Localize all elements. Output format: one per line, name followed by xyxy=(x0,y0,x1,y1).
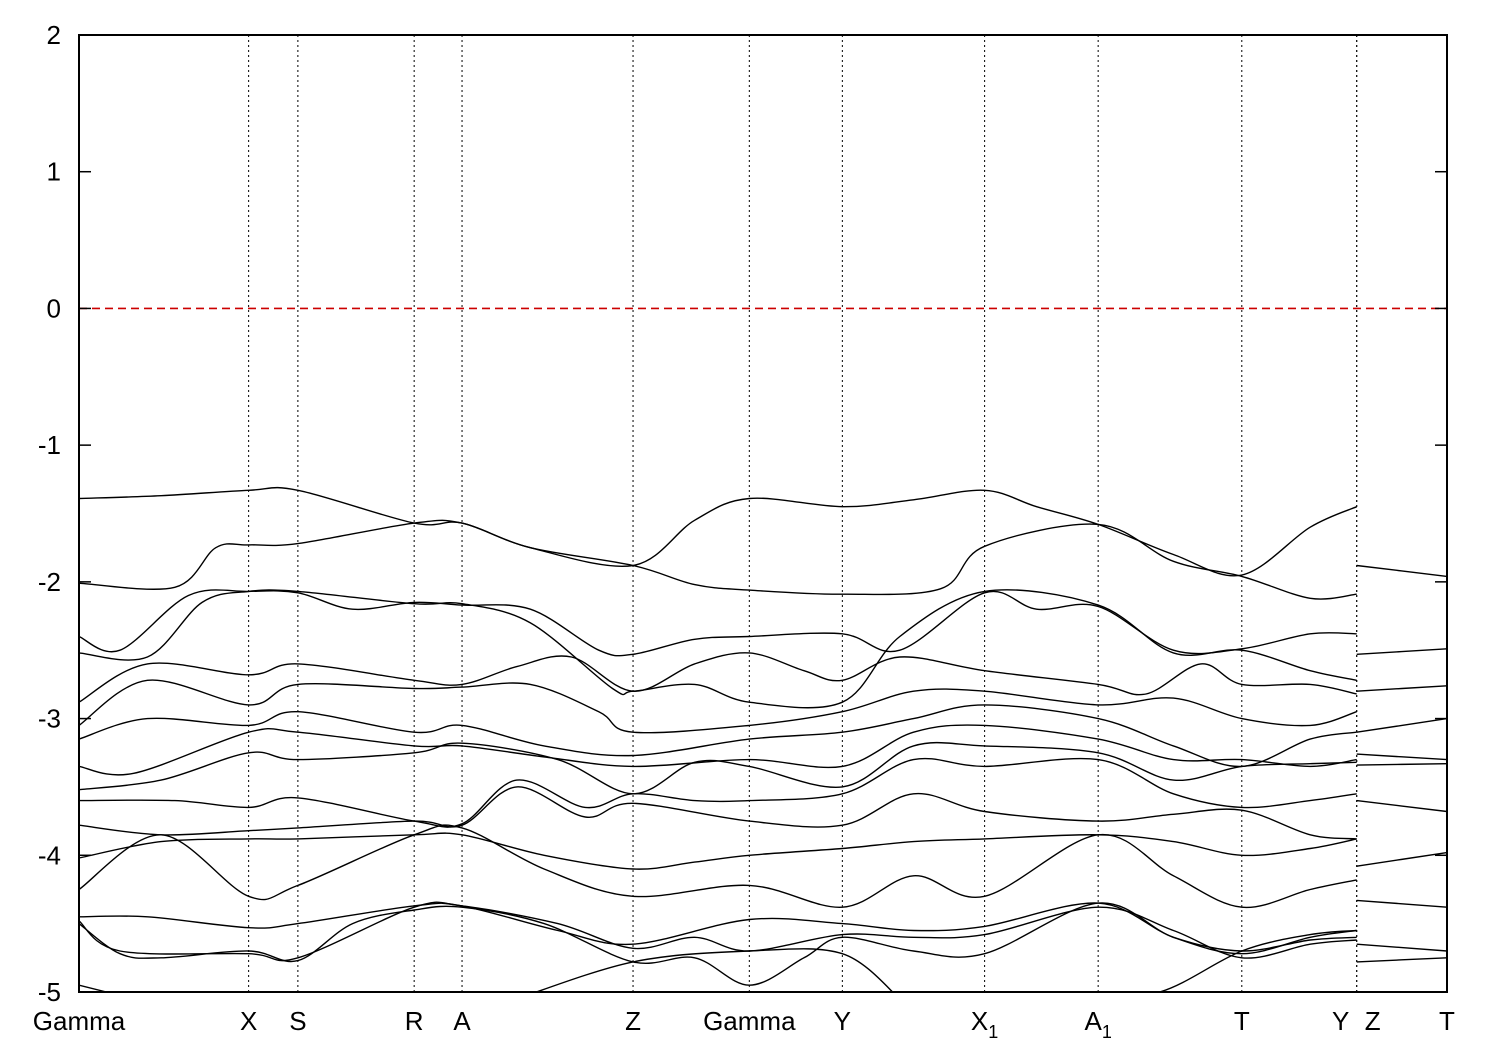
y-tick-label: 0 xyxy=(47,293,61,323)
band-line-29 xyxy=(1156,929,1357,992)
band-line-18 xyxy=(1356,851,1447,867)
y-tick-label: 2 xyxy=(47,20,61,50)
kpoint-label: Y xyxy=(1332,1006,1349,1036)
y-axis-ticks: 2 1 0 -1 -2 -3 -4 -5 xyxy=(38,20,1447,1007)
kpoint-label: A xyxy=(453,1006,471,1036)
kpoint-label: S xyxy=(289,1006,306,1036)
band-line-20 xyxy=(79,824,1357,909)
band-line-10 xyxy=(79,704,1357,768)
band-line-13 xyxy=(79,741,1357,795)
band-line-28 xyxy=(534,948,894,992)
band-line-17 xyxy=(79,786,1357,840)
kpoint-label: Z xyxy=(625,1006,641,1036)
band-line-23 xyxy=(79,901,1357,962)
band-line-27 xyxy=(79,984,110,992)
y-tick-label: -2 xyxy=(38,567,61,597)
y-tick-label: 1 xyxy=(47,157,61,187)
band-line-5 xyxy=(1356,648,1447,655)
kpoint-label: A1 xyxy=(1084,1006,1111,1042)
kpoint-label: R xyxy=(405,1006,424,1036)
band-line-3 xyxy=(79,589,1357,657)
band-line-6 xyxy=(79,652,1357,703)
band-line-1 xyxy=(79,519,1357,600)
band-line-7 xyxy=(1356,685,1447,692)
kpoint-label: Z xyxy=(1365,1006,1381,1036)
x-axis-kpoint-labels: Gamma X S R A Z Gamma Y X1 A1 T Y Z T xyxy=(33,1006,1455,1042)
y-tick-label: -5 xyxy=(38,977,61,1007)
band-line-16 xyxy=(1356,799,1447,813)
band-line-4 xyxy=(79,589,1357,709)
kpoint-label: T xyxy=(1234,1006,1250,1036)
band-line-0 xyxy=(79,486,1357,577)
band-line-22 xyxy=(79,902,1357,955)
kpoint-label: X xyxy=(240,1006,257,1036)
band-line-26 xyxy=(1356,957,1447,963)
kpoint-label: Gamma xyxy=(33,1006,126,1036)
kpoint-label: Y xyxy=(834,1006,851,1036)
band-line-11 xyxy=(79,724,1357,776)
band-line-21 xyxy=(1356,899,1447,908)
kpoint-label: T xyxy=(1439,1006,1455,1036)
y-tick-label: -4 xyxy=(38,840,61,870)
y-tick-label: -3 xyxy=(38,704,61,734)
plot-frame xyxy=(78,34,1448,993)
band-line-9 xyxy=(1356,717,1447,733)
kpoint-gridlines xyxy=(248,35,1358,992)
y-tick-label: -1 xyxy=(38,430,61,460)
band-line-24 xyxy=(1356,943,1447,952)
kpoint-label: X1 xyxy=(971,1006,998,1042)
band-line-19 xyxy=(79,832,1357,870)
kpoint-label: Gamma xyxy=(703,1006,796,1036)
band-lines xyxy=(79,486,1447,992)
band-line-15 xyxy=(79,757,1357,828)
band-line-12 xyxy=(1356,753,1447,761)
band-line-8 xyxy=(79,679,1357,734)
band-line-14 xyxy=(1356,763,1447,766)
band-line-25 xyxy=(79,902,1357,986)
band-line-2 xyxy=(1356,564,1447,578)
